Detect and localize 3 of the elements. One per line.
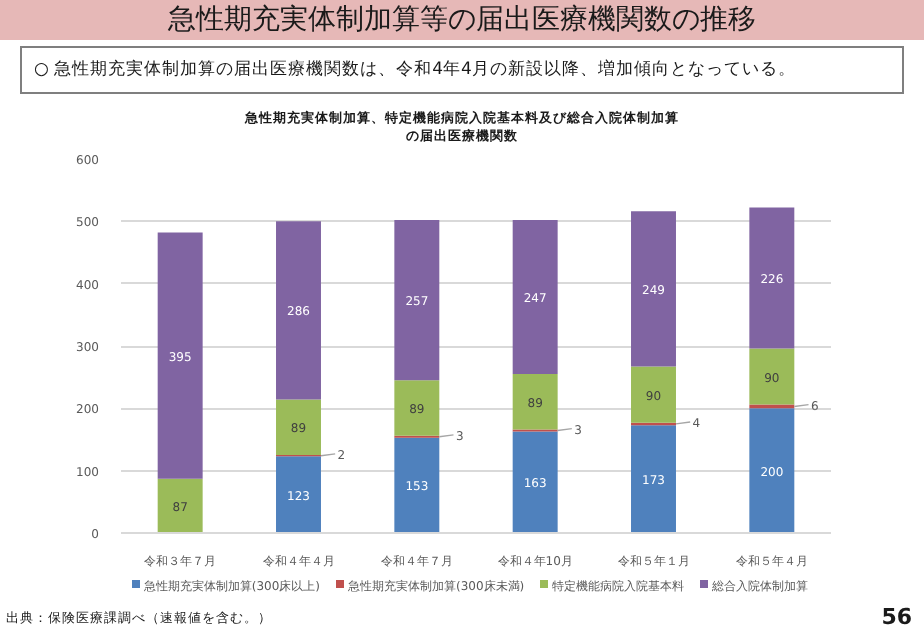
chart-title: 急性期充実体制加算等の届出医療機関数の推移 [168, 2, 756, 40]
chart-subtitle: ○ 急性期充実体制加算の届出医療機関数は、令和4年4月の新設以降、増加傾向となっている。 [34, 57, 796, 84]
text: 56 [881, 602, 912, 634]
